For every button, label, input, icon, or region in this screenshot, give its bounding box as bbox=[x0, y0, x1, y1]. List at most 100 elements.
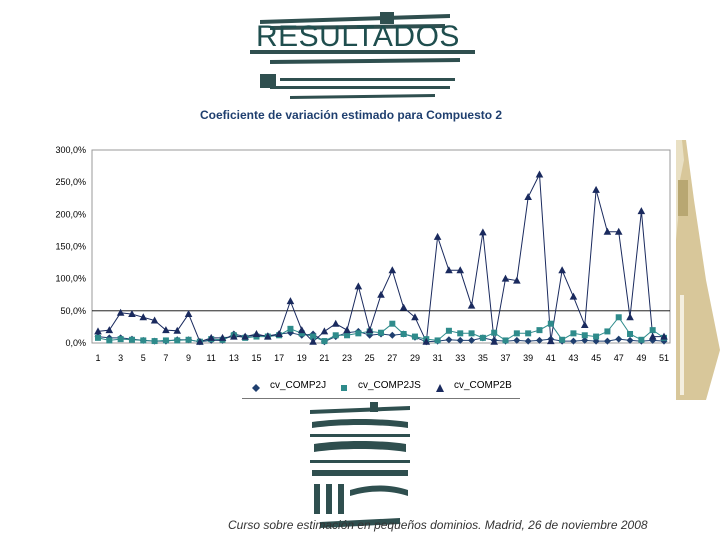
data-point-cv_COMP2B bbox=[569, 292, 578, 300]
data-point-cv_COMP2JS bbox=[445, 327, 452, 334]
data-point-cv_COMP2JS bbox=[332, 332, 339, 339]
slide-title: RESULTADOS bbox=[256, 20, 460, 53]
side-decoration bbox=[676, 140, 720, 400]
data-point-cv_COMP2B bbox=[501, 274, 510, 282]
data-point-cv_COMP2JS bbox=[615, 314, 622, 321]
data-point-cv_COMP2JS bbox=[570, 330, 577, 337]
x-tick-label: 13 bbox=[229, 353, 239, 363]
data-point-cv_COMP2JS bbox=[389, 320, 396, 327]
data-point-cv_COMP2JS bbox=[344, 332, 351, 339]
data-point-cv_COMP2B bbox=[365, 326, 374, 334]
data-point-cv_COMP2J bbox=[569, 337, 577, 345]
x-tick-label: 31 bbox=[433, 353, 443, 363]
data-point-cv_COMP2JS bbox=[593, 333, 600, 340]
data-point-cv_COMP2B bbox=[320, 327, 329, 335]
slide-footer: Curso sobre estimación en pequeños domin… bbox=[228, 518, 648, 532]
data-point-cv_COMP2B bbox=[264, 332, 272, 340]
data-point-cv_COMP2J bbox=[468, 336, 476, 344]
data-point-cv_COMP2B bbox=[660, 332, 668, 340]
y-tick-label: 0,0% bbox=[65, 338, 86, 348]
data-point-cv_COMP2JS bbox=[287, 325, 294, 332]
data-point-cv_COMP2J bbox=[535, 336, 543, 344]
x-tick-label: 21 bbox=[319, 353, 329, 363]
data-point-cv_COMP2B bbox=[490, 337, 498, 345]
data-point-cv_COMP2JS bbox=[547, 320, 554, 327]
data-point-cv_COMP2JS bbox=[355, 330, 362, 337]
data-point-cv_COMP2B bbox=[343, 326, 351, 334]
data-point-cv_COMP2B bbox=[648, 332, 657, 340]
y-tick-label: 50,0% bbox=[60, 306, 86, 316]
data-point-cv_COMP2B bbox=[196, 337, 204, 345]
data-point-cv_COMP2B bbox=[162, 326, 170, 334]
x-tick-label: 33 bbox=[455, 353, 465, 363]
data-point-cv_COMP2JS bbox=[457, 330, 464, 337]
y-tick-label: 300,0% bbox=[55, 145, 86, 155]
x-tick-label: 7 bbox=[163, 353, 168, 363]
data-point-cv_COMP2B bbox=[377, 290, 385, 298]
x-tick-label: 15 bbox=[251, 353, 261, 363]
data-point-cv_COMP2JS bbox=[310, 333, 317, 340]
data-point-cv_COMP2JS bbox=[468, 330, 475, 337]
title-deco-stroke-3 bbox=[250, 50, 475, 54]
y-tick-label: 150,0% bbox=[55, 242, 86, 252]
x-tick-label: 51 bbox=[659, 353, 669, 363]
data-point-cv_COMP2JS bbox=[117, 336, 124, 343]
data-point-cv_COMP2J bbox=[615, 335, 623, 343]
side-deco-label bbox=[678, 180, 688, 216]
x-tick-label: 11 bbox=[207, 353, 216, 363]
data-point-cv_COMP2J bbox=[524, 337, 532, 345]
data-point-cv_COMP2JS bbox=[638, 336, 645, 343]
line-chart: 300,0%250,0%200,0%150,0%100,0%50,0%0,0% … bbox=[55, 145, 671, 363]
title-deco-block bbox=[380, 12, 394, 24]
data-point-cv_COMP2B bbox=[422, 337, 431, 345]
data-point-cv_COMP2JS bbox=[106, 337, 113, 344]
data-point-cv_COMP2JS bbox=[174, 337, 181, 344]
title-decoration bbox=[250, 12, 475, 99]
data-point-cv_COMP2B bbox=[614, 227, 623, 235]
title-deco-stroke-1 bbox=[260, 14, 450, 24]
x-tick-label: 5 bbox=[141, 353, 146, 363]
chart-title: Coeficiente de variación estimado para C… bbox=[200, 108, 503, 122]
square-marker-icon bbox=[341, 385, 347, 391]
bottom-ornament bbox=[310, 402, 410, 528]
title-deco-block-2 bbox=[260, 74, 276, 88]
x-tick-label: 49 bbox=[636, 353, 646, 363]
data-point-cv_COMP2JS bbox=[525, 330, 532, 337]
data-point-cv_COMP2JS bbox=[649, 327, 656, 334]
x-tick-label: 17 bbox=[274, 353, 284, 363]
y-tick-label: 200,0% bbox=[55, 209, 86, 219]
data-point-cv_COMP2B bbox=[399, 303, 408, 311]
legend-divider bbox=[242, 398, 520, 399]
data-point-cv_COMP2JS bbox=[536, 327, 543, 334]
x-tick-label: 47 bbox=[614, 353, 624, 363]
data-point-cv_COMP2B bbox=[207, 333, 215, 341]
data-point-cv_COMP2J bbox=[513, 336, 521, 344]
data-point-cv_COMP2JS bbox=[95, 334, 101, 341]
diamond-marker-icon bbox=[252, 384, 260, 392]
data-point-cv_COMP2JS bbox=[604, 328, 611, 335]
data-point-cv_COMP2B bbox=[524, 192, 532, 200]
legend-label: cv_COMP2JS bbox=[358, 380, 421, 391]
title-deco-stroke-4 bbox=[270, 58, 460, 64]
title-deco-stroke-6 bbox=[270, 86, 450, 89]
data-point-cv_COMP2B bbox=[184, 310, 193, 318]
data-point-cv_COMP2JS bbox=[513, 330, 520, 337]
data-point-cv_COMP2B bbox=[252, 329, 261, 337]
data-point-cv_COMP2B bbox=[433, 232, 442, 240]
data-point-cv_COMP2JS bbox=[298, 330, 305, 337]
data-point-cv_COMP2B bbox=[94, 327, 102, 335]
data-point-cv_COMP2B bbox=[580, 320, 589, 328]
x-tick-label: 35 bbox=[478, 353, 488, 363]
data-point-cv_COMP2B bbox=[105, 326, 114, 334]
data-point-cv_COMP2B bbox=[513, 276, 521, 284]
data-point-cv_COMP2B bbox=[388, 266, 397, 274]
x-tick-label: 19 bbox=[297, 353, 307, 363]
x-tick-label: 9 bbox=[186, 353, 191, 363]
data-point-cv_COMP2B bbox=[445, 266, 453, 274]
data-point-cv_COMP2B bbox=[275, 329, 283, 337]
data-point-cv_COMP2J bbox=[603, 337, 611, 345]
title-deco-stroke-2 bbox=[270, 24, 445, 30]
data-point-cv_COMP2B bbox=[230, 332, 238, 340]
data-point-cv_COMP2JS bbox=[128, 336, 135, 343]
data-point-cv_COMP2JS bbox=[627, 330, 634, 337]
